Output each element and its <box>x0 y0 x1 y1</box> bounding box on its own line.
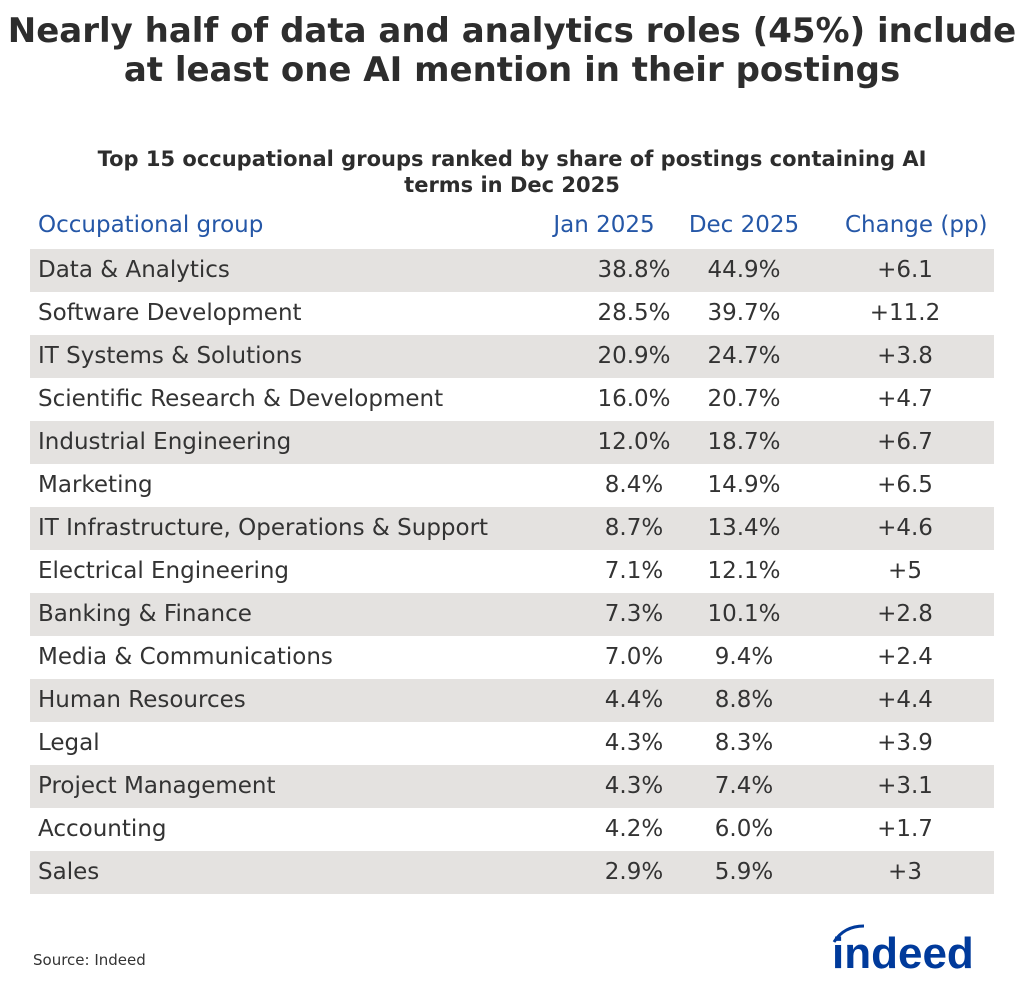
cell-jan-2025: 7.1% <box>604 558 664 584</box>
cell-dec-2025: 39.7% <box>707 300 781 326</box>
cell-jan-2025: 2.9% <box>604 859 664 885</box>
cell-group: Accounting <box>38 816 167 842</box>
cell-dec-2025: 18.7% <box>707 429 781 455</box>
column-header-jan: Jan 2025 <box>553 212 655 238</box>
cell-jan-2025: 7.3% <box>604 601 664 627</box>
cell-change: +4.4 <box>877 687 933 713</box>
cell-dec-2025: 12.1% <box>707 558 781 584</box>
indeed-logo: indeed <box>832 924 974 972</box>
cell-change: +1.7 <box>877 816 933 842</box>
table-row: Project Management 4.3% 7.4% +3.1 <box>30 765 994 808</box>
table-row: Accounting 4.2% 6.0% +1.7 <box>30 808 994 851</box>
column-header-dec: Dec 2025 <box>688 212 800 238</box>
cell-group: Industrial Engineering <box>38 429 292 455</box>
cell-jan-2025: 8.4% <box>604 472 664 498</box>
chart-title: Nearly half of data and analytics roles … <box>7 11 1017 90</box>
cell-change: +11.2 <box>869 300 941 326</box>
cell-dec-2025: 8.8% <box>714 687 774 713</box>
cell-change: +6.7 <box>877 429 933 455</box>
table-row: Media & Communications 7.0% 9.4% +2.4 <box>30 636 994 679</box>
table-row: Marketing 8.4% 14.9% +6.5 <box>30 464 994 507</box>
cell-change: +2.8 <box>877 601 933 627</box>
cell-jan-2025: 8.7% <box>604 515 664 541</box>
cell-dec-2025: 13.4% <box>707 515 781 541</box>
table-row: IT Systems & Solutions 20.9% 24.7% +3.8 <box>30 335 994 378</box>
cell-group: Marketing <box>38 472 153 498</box>
cell-change: +4.7 <box>877 386 933 412</box>
cell-jan-2025: 20.9% <box>597 343 671 369</box>
table-row: Banking & Finance 7.3% 10.1% +2.8 <box>30 593 994 636</box>
cell-group: Sales <box>38 859 100 885</box>
cell-dec-2025: 9.4% <box>714 644 774 670</box>
cell-jan-2025: 4.4% <box>604 687 664 713</box>
svg-text:indeed: indeed <box>832 929 974 972</box>
cell-jan-2025: 16.0% <box>597 386 671 412</box>
cell-dec-2025: 6.0% <box>714 816 774 842</box>
table-row: IT Infrastructure, Operations & Support 8… <box>30 507 994 550</box>
cell-change: +6.5 <box>877 472 933 498</box>
cell-group: Data & Analytics <box>38 257 230 283</box>
cell-dec-2025: 24.7% <box>707 343 781 369</box>
cell-group: Human Resources <box>38 687 246 713</box>
cell-group: Project Management <box>38 773 276 799</box>
source-note: Source: Indeed <box>33 951 146 969</box>
table-row: Data & Analytics 38.8% 44.9% +6.1 <box>30 249 994 292</box>
table-row: Scientific Research & Development 16.0% 20… <box>30 378 994 421</box>
table-row: Industrial Engineering 12.0% 18.7% +6.7 <box>30 421 994 464</box>
cell-dec-2025: 8.3% <box>714 730 774 756</box>
cell-group: Scientific Research & Development <box>38 386 444 412</box>
cell-group: Software Development <box>38 300 302 326</box>
table-row: Software Development 28.5% 39.7% +11.2 <box>30 292 994 335</box>
cell-group: IT Systems & Solutions <box>38 343 303 369</box>
cell-dec-2025: 5.9% <box>714 859 774 885</box>
column-header-change: Change (pp) <box>845 212 988 238</box>
table-body: Data & Analytics 38.8% 44.9% +6.1 Software D… <box>30 249 994 894</box>
cell-change: +3.9 <box>877 730 933 756</box>
cell-dec-2025: 14.9% <box>707 472 781 498</box>
cell-jan-2025: 12.0% <box>597 429 671 455</box>
cell-change: +2.4 <box>877 644 933 670</box>
cell-group: Banking & Finance <box>38 601 252 627</box>
cell-dec-2025: 20.7% <box>707 386 781 412</box>
cell-change: +5 <box>888 558 922 584</box>
cell-change: +3.1 <box>877 773 933 799</box>
cell-change: +6.1 <box>877 257 933 283</box>
cell-group: Media & Communications <box>38 644 333 670</box>
cell-dec-2025: 44.9% <box>707 257 781 283</box>
chart-subtitle: Top 15 occupational groups ranked by sha… <box>97 147 927 197</box>
cell-jan-2025: 7.0% <box>604 644 664 670</box>
table-row: Electrical Engineering 7.1% 12.1% +5 <box>30 550 994 593</box>
cell-group: Electrical Engineering <box>38 558 290 584</box>
cell-group: Legal <box>38 730 100 756</box>
cell-jan-2025: 4.2% <box>604 816 664 842</box>
cell-jan-2025: 4.3% <box>604 730 664 756</box>
cell-dec-2025: 10.1% <box>707 601 781 627</box>
table-row: Sales 2.9% 5.9% +3 <box>30 851 994 894</box>
cell-change: +3 <box>888 859 922 885</box>
table-row: Human Resources 4.4% 8.8% +4.4 <box>30 679 994 722</box>
table-row: Legal 4.3% 8.3% +3.9 <box>30 722 994 765</box>
cell-change: +3.8 <box>877 343 933 369</box>
cell-jan-2025: 4.3% <box>604 773 664 799</box>
column-header-group: Occupational group <box>38 212 264 238</box>
cell-change: +4.6 <box>877 515 933 541</box>
cell-dec-2025: 7.4% <box>714 773 774 799</box>
cell-group: IT Infrastructure, Operations & Support <box>38 515 489 541</box>
cell-jan-2025: 38.8% <box>597 257 671 283</box>
cell-jan-2025: 28.5% <box>597 300 671 326</box>
